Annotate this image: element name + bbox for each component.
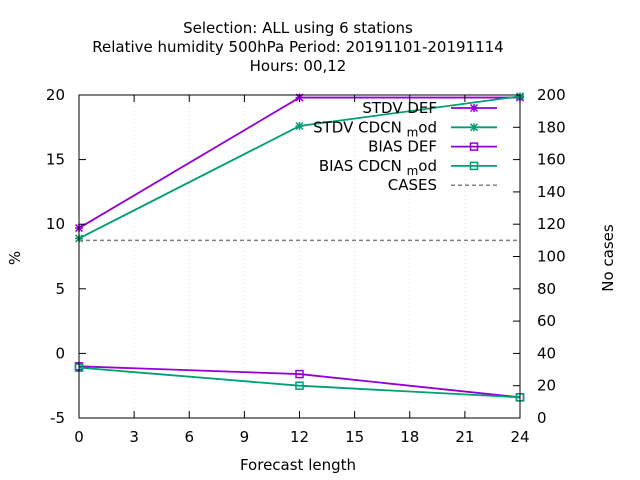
y-tick-label: 5 [55, 280, 65, 298]
y2-tick-label: 40 [537, 344, 556, 362]
x-tick-label: 15 [345, 428, 364, 446]
y-tick-label: 10 [46, 215, 65, 233]
y-tick-label: 0 [55, 344, 65, 362]
legend-label: BIAS DEF [368, 138, 437, 156]
data-point-bias-cdcnod [295, 381, 304, 390]
title-line-1: Selection: ALL using 6 stations [183, 19, 413, 37]
series-line-bias-cdcnod [78, 366, 521, 399]
data-point-stdv-cdcnod [295, 121, 304, 131]
series-layer [74, 92, 525, 402]
y2-tick-label: 120 [537, 215, 566, 233]
x-tick-label: 6 [184, 428, 194, 446]
y2-tick-label: 180 [537, 118, 566, 136]
series-line-bias-def [78, 365, 521, 399]
y2-tick-label: 200 [537, 86, 566, 104]
y-tick-label: 15 [46, 151, 65, 169]
y2-tick-label: 60 [537, 312, 556, 330]
y2-tick-label: 100 [537, 248, 566, 266]
x-tick-label: 24 [510, 428, 529, 446]
axis-layer: 0 3 6 9 12 15 18 21 24-5051015200204060801001201… [46, 86, 566, 446]
legend-marker [469, 142, 479, 151]
y2-tick-label: 140 [537, 183, 566, 201]
y2-axis-label: No cases [599, 224, 617, 292]
x-tick-label: 12 [290, 428, 309, 446]
legend-marker [469, 123, 479, 132]
y-tick-label: -5 [50, 409, 65, 427]
chart-title: Selection: ALL using 6 stations Relative… [92, 19, 503, 75]
y2-tick-label: 0 [537, 409, 547, 427]
legend-marker [469, 161, 479, 171]
y-axis-label: % [6, 251, 24, 265]
y2-tick-label: 80 [537, 280, 556, 298]
legend-label: STDV CDCN mod [313, 118, 437, 139]
x-tick-label: 21 [455, 428, 474, 446]
y2-tick-label: 20 [537, 377, 556, 395]
title-line-3: Hours: 00,12 [250, 57, 347, 75]
legend-label: STDV DEF [362, 99, 437, 117]
x-axis-label: Forecast length [240, 456, 356, 474]
x-tick-label: 9 [240, 428, 250, 446]
x-tick-label: 0 [74, 428, 84, 446]
title-line-2: Relative humidity 500hPa Period: 2019110… [92, 38, 503, 56]
legend-marker [469, 103, 479, 113]
y-tick-label: 20 [46, 86, 65, 104]
legend-label: BIAS CDCN mod [319, 157, 437, 178]
x-tick-label: 3 [129, 428, 139, 446]
data-point-bias-def [295, 369, 304, 379]
series-line-stdv-def [78, 96, 520, 229]
y2-tick-label: 160 [537, 151, 566, 169]
x-tick-label: 18 [400, 428, 419, 446]
legend-label: CASES [388, 176, 437, 194]
